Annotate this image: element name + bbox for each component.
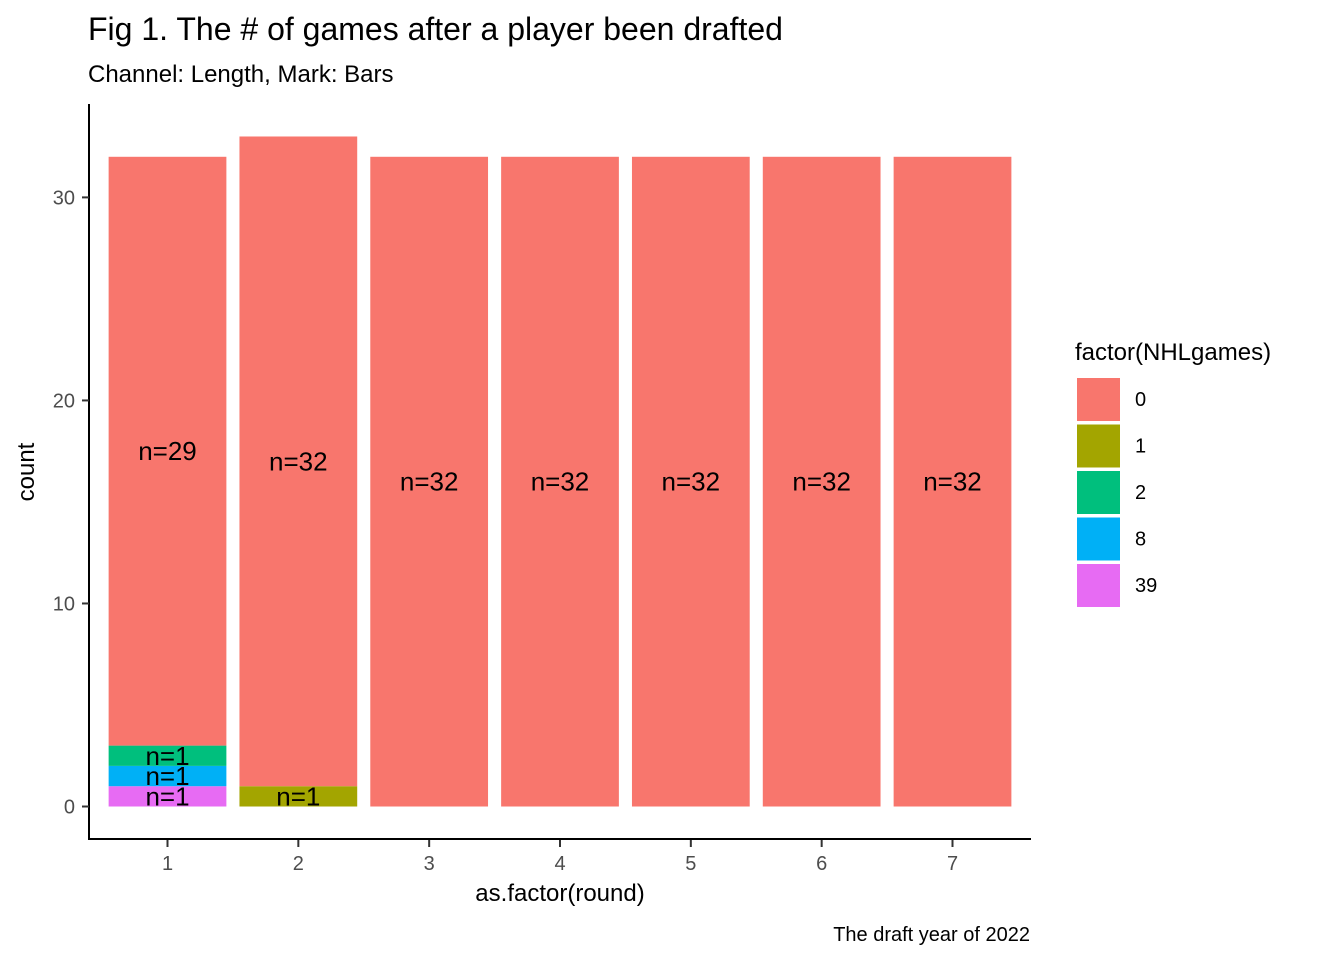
x-ticks: 1 2 3 4 5 6 7	[162, 840, 958, 875]
bar-round-2-games-0	[239, 136, 358, 787]
bar-label-round-1-games-2: n=1	[145, 741, 189, 771]
bar-label-round-1-games-0: n=29	[138, 436, 197, 466]
chart-subtitle: Channel: Length, Mark: Bars	[88, 61, 394, 88]
y-axis-title: count	[13, 442, 40, 501]
x-tick-label-1: 1	[162, 853, 173, 875]
bar-round-4-games-0	[501, 156, 619, 807]
legend-swatch-1	[1077, 424, 1120, 468]
bar-labels: n=1n=1n=1n=29n=1n=32n=32 n=32 n=32 n=32 n=32	[138, 436, 982, 811]
bar-label-round-1-games-39: n=1	[145, 781, 189, 811]
y-tick-label-10: 10	[53, 593, 75, 615]
x-tick-label-6: 6	[816, 853, 827, 875]
chart-caption: The draft year of 2022	[833, 924, 1030, 946]
bar-label-round-7-games-0: n=32	[923, 467, 982, 497]
bar-round-7-games-0	[893, 156, 1012, 807]
chart-title: Fig 1. The # of games after a player bee…	[88, 11, 783, 47]
x-tick-label-7: 7	[947, 853, 958, 875]
legend: factor(NHLgames) 0 1 2 8 39	[1075, 339, 1271, 607]
bar-label-round-2-games-1: n=1	[276, 781, 320, 811]
bars	[108, 136, 1012, 807]
bar-round-1-games-39	[108, 786, 227, 807]
x-tick-label-3: 3	[424, 853, 435, 875]
legend-swatch-2	[1077, 471, 1120, 514]
x-tick-label-2: 2	[293, 853, 304, 875]
legend-label-8: 8	[1135, 529, 1146, 551]
y-tick-label-30: 30	[53, 187, 75, 209]
x-tick-label-5: 5	[685, 853, 696, 875]
legend-label-0: 0	[1135, 389, 1146, 411]
x-axis-title: as.factor(round)	[475, 880, 644, 907]
y-tick-label-0: 0	[64, 797, 75, 819]
legend-swatch-39	[1077, 564, 1120, 607]
legend-swatch-8	[1077, 517, 1120, 561]
bar-label-round-3-games-0: n=32	[400, 467, 459, 497]
bar-round-1-games-2	[108, 745, 227, 766]
bar-label-round-2-games-0: n=32	[269, 446, 328, 476]
bar-label-round-1-games-8: n=1	[145, 761, 189, 791]
bar-label-round-4-games-0: n=32	[531, 467, 590, 497]
bar-round-2-games-1	[239, 786, 358, 807]
bar-round-1-games-0	[108, 156, 227, 746]
legend-title: factor(NHLgames)	[1075, 339, 1271, 366]
bar-round-6-games-0	[762, 156, 881, 807]
bar-round-3-games-0	[370, 156, 489, 807]
bar-round-5-games-0	[631, 156, 750, 807]
legend-label-1: 1	[1135, 436, 1146, 458]
x-tick-label-4: 4	[554, 853, 565, 875]
bar-round-1-games-8	[108, 765, 227, 787]
legend-label-2: 2	[1135, 482, 1146, 504]
legend-swatch-0	[1077, 378, 1120, 421]
bar-label-round-6-games-0: n=32	[792, 467, 851, 497]
y-ticks: 0 10 20 30	[53, 187, 89, 819]
bar-label-round-5-games-0: n=32	[662, 467, 721, 497]
legend-label-39: 39	[1135, 575, 1157, 597]
y-tick-label-20: 20	[53, 390, 75, 412]
